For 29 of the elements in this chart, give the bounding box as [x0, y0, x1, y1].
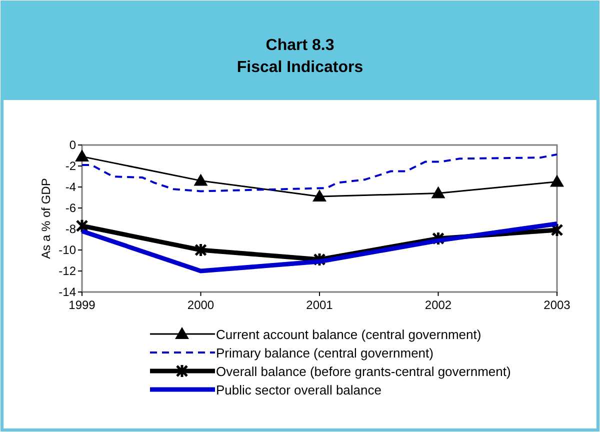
point	[431, 186, 446, 198]
y-tick-label: -14	[58, 285, 76, 299]
legend-label: Public sector overall balance	[216, 382, 382, 398]
x-tick-label: 2003	[544, 298, 571, 312]
y-tick-label: -6	[65, 201, 76, 215]
point	[312, 189, 326, 202]
point	[76, 218, 88, 234]
point	[75, 150, 89, 162]
y-tick-label: -10	[58, 243, 76, 257]
line-series	[80, 222, 560, 274]
y-tick-label: 0	[69, 138, 76, 152]
y-tick-label: -2	[65, 159, 76, 173]
y-tick-label: -8	[65, 222, 76, 236]
x-tick-label: 2001	[306, 298, 334, 312]
y-axis-title: As a % of GDP	[39, 178, 53, 259]
x-tick-label: 2000	[187, 298, 214, 312]
line-series	[81, 153, 558, 192]
legend-label: Overall balance (before grants-central government)	[216, 364, 511, 379]
legend-label: Primary balance (central government)	[216, 346, 434, 360]
x-tick-label: 1999	[68, 298, 96, 312]
y-tick-label: -4	[65, 180, 76, 194]
legend-label: Current account balance (central government)	[216, 327, 482, 342]
point	[194, 174, 208, 186]
chart-title: Chart 8.3 Fiscal Indicators	[236, 37, 364, 76]
point	[550, 174, 564, 187]
point	[550, 222, 564, 238]
y-tick-label: -12	[58, 264, 76, 278]
point	[194, 242, 207, 258]
x-tick-label: 2002	[424, 298, 452, 312]
